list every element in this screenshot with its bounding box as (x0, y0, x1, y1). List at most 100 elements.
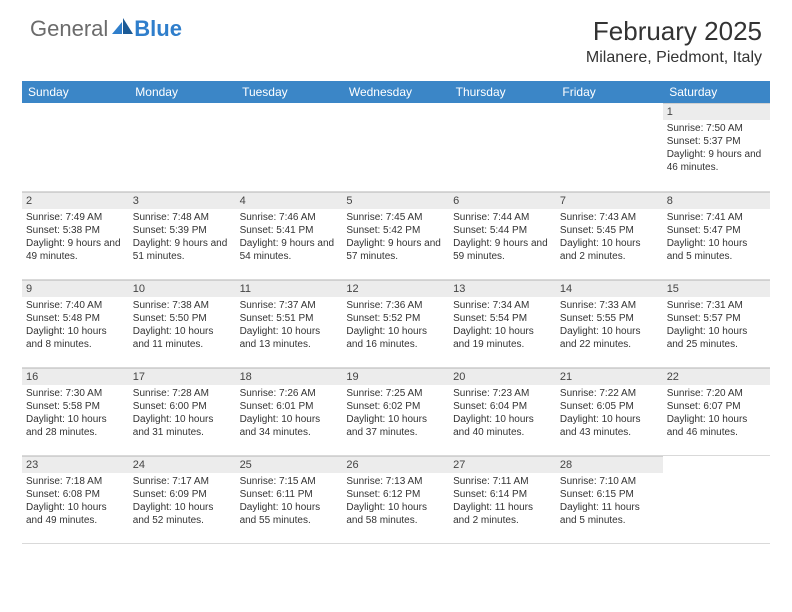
day-details: Sunrise: 7:20 AMSunset: 6:07 PMDaylight:… (663, 385, 770, 443)
daylight-line: Daylight: 10 hours and 34 minutes. (240, 413, 339, 439)
day-details: Sunrise: 7:23 AMSunset: 6:04 PMDaylight:… (449, 385, 556, 443)
day-details: Sunrise: 7:10 AMSunset: 6:15 PMDaylight:… (556, 473, 663, 531)
day-number: 9 (22, 280, 129, 297)
day-details: Sunrise: 7:34 AMSunset: 5:54 PMDaylight:… (449, 297, 556, 355)
day-number: 24 (129, 456, 236, 473)
day-details: Sunrise: 7:31 AMSunset: 5:57 PMDaylight:… (663, 297, 770, 355)
calendar-cell: 28Sunrise: 7:10 AMSunset: 6:15 PMDayligh… (556, 455, 663, 543)
sunrise-line: Sunrise: 7:49 AM (26, 211, 125, 224)
logo-sail-icon (112, 16, 134, 42)
day-details: Sunrise: 7:41 AMSunset: 5:47 PMDaylight:… (663, 209, 770, 267)
sunset-line: Sunset: 6:00 PM (133, 400, 232, 413)
day-number: 23 (22, 456, 129, 473)
day-details: Sunrise: 7:40 AMSunset: 5:48 PMDaylight:… (22, 297, 129, 355)
daylight-line: Daylight: 10 hours and 37 minutes. (346, 413, 445, 439)
day-details: Sunrise: 7:50 AMSunset: 5:37 PMDaylight:… (663, 120, 770, 178)
day-details: Sunrise: 7:33 AMSunset: 5:55 PMDaylight:… (556, 297, 663, 355)
day-number: 25 (236, 456, 343, 473)
calendar-cell: 27Sunrise: 7:11 AMSunset: 6:14 PMDayligh… (449, 455, 556, 543)
sunrise-line: Sunrise: 7:33 AM (560, 299, 659, 312)
day-number: 7 (556, 192, 663, 209)
calendar-row: 23Sunrise: 7:18 AMSunset: 6:08 PMDayligh… (22, 455, 770, 543)
sunset-line: Sunset: 6:07 PM (667, 400, 766, 413)
calendar-cell (129, 103, 236, 191)
day-number: 5 (342, 192, 449, 209)
calendar-cell (342, 103, 449, 191)
sunrise-line: Sunrise: 7:36 AM (346, 299, 445, 312)
day-details: Sunrise: 7:11 AMSunset: 6:14 PMDaylight:… (449, 473, 556, 531)
weekday-header: Thursday (449, 81, 556, 103)
day-number: 18 (236, 368, 343, 385)
calendar-cell: 1Sunrise: 7:50 AMSunset: 5:37 PMDaylight… (663, 103, 770, 191)
sunrise-line: Sunrise: 7:43 AM (560, 211, 659, 224)
location: Milanere, Piedmont, Italy (586, 49, 762, 67)
calendar-row: 2Sunrise: 7:49 AMSunset: 5:38 PMDaylight… (22, 191, 770, 279)
day-number: 20 (449, 368, 556, 385)
sunrise-line: Sunrise: 7:11 AM (453, 475, 552, 488)
day-number: 10 (129, 280, 236, 297)
sunrise-line: Sunrise: 7:37 AM (240, 299, 339, 312)
calendar-row: 1Sunrise: 7:50 AMSunset: 5:37 PMDaylight… (22, 103, 770, 191)
weekday-header: Tuesday (236, 81, 343, 103)
sunrise-line: Sunrise: 7:25 AM (346, 387, 445, 400)
weekday-header: Friday (556, 81, 663, 103)
calendar-cell: 22Sunrise: 7:20 AMSunset: 6:07 PMDayligh… (663, 367, 770, 455)
day-number: 2 (22, 192, 129, 209)
logo-text-2: Blue (134, 16, 182, 42)
day-number: 15 (663, 280, 770, 297)
daylight-line: Daylight: 9 hours and 59 minutes. (453, 237, 552, 263)
sunrise-line: Sunrise: 7:30 AM (26, 387, 125, 400)
day-number: 13 (449, 280, 556, 297)
daylight-line: Daylight: 9 hours and 46 minutes. (667, 148, 766, 174)
sunset-line: Sunset: 5:50 PM (133, 312, 232, 325)
sunset-line: Sunset: 5:47 PM (667, 224, 766, 237)
calendar-cell: 23Sunrise: 7:18 AMSunset: 6:08 PMDayligh… (22, 455, 129, 543)
daylight-line: Daylight: 10 hours and 13 minutes. (240, 325, 339, 351)
calendar-cell: 4Sunrise: 7:46 AMSunset: 5:41 PMDaylight… (236, 191, 343, 279)
day-number: 1 (663, 103, 770, 120)
header: General Blue February 2025 Milanere, Pie… (0, 0, 792, 73)
calendar-cell: 15Sunrise: 7:31 AMSunset: 5:57 PMDayligh… (663, 279, 770, 367)
sunset-line: Sunset: 6:01 PM (240, 400, 339, 413)
day-details: Sunrise: 7:49 AMSunset: 5:38 PMDaylight:… (22, 209, 129, 267)
day-number: 3 (129, 192, 236, 209)
sunset-line: Sunset: 5:48 PM (26, 312, 125, 325)
day-details: Sunrise: 7:13 AMSunset: 6:12 PMDaylight:… (342, 473, 449, 531)
calendar-cell: 2Sunrise: 7:49 AMSunset: 5:38 PMDaylight… (22, 191, 129, 279)
calendar-body: 1Sunrise: 7:50 AMSunset: 5:37 PMDaylight… (22, 103, 770, 543)
day-details: Sunrise: 7:38 AMSunset: 5:50 PMDaylight:… (129, 297, 236, 355)
calendar-row: 9Sunrise: 7:40 AMSunset: 5:48 PMDaylight… (22, 279, 770, 367)
day-number: 19 (342, 368, 449, 385)
sunrise-line: Sunrise: 7:44 AM (453, 211, 552, 224)
calendar-cell: 7Sunrise: 7:43 AMSunset: 5:45 PMDaylight… (556, 191, 663, 279)
sunset-line: Sunset: 5:42 PM (346, 224, 445, 237)
sunrise-line: Sunrise: 7:20 AM (667, 387, 766, 400)
daylight-line: Daylight: 10 hours and 8 minutes. (26, 325, 125, 351)
calendar-cell (449, 103, 556, 191)
daylight-line: Daylight: 10 hours and 2 minutes. (560, 237, 659, 263)
day-number: 4 (236, 192, 343, 209)
calendar-cell: 8Sunrise: 7:41 AMSunset: 5:47 PMDaylight… (663, 191, 770, 279)
calendar-cell: 9Sunrise: 7:40 AMSunset: 5:48 PMDaylight… (22, 279, 129, 367)
calendar-cell (22, 103, 129, 191)
daylight-line: Daylight: 9 hours and 49 minutes. (26, 237, 125, 263)
logo: General Blue (30, 16, 182, 42)
calendar-cell (663, 455, 770, 543)
day-number: 8 (663, 192, 770, 209)
daylight-line: Daylight: 10 hours and 31 minutes. (133, 413, 232, 439)
weekday-header: Wednesday (342, 81, 449, 103)
sunset-line: Sunset: 5:39 PM (133, 224, 232, 237)
weekday-header: Monday (129, 81, 236, 103)
daylight-line: Daylight: 10 hours and 52 minutes. (133, 501, 232, 527)
sunset-line: Sunset: 6:11 PM (240, 488, 339, 501)
month-title: February 2025 (586, 16, 762, 47)
sunset-line: Sunset: 6:15 PM (560, 488, 659, 501)
calendar-cell: 6Sunrise: 7:44 AMSunset: 5:44 PMDaylight… (449, 191, 556, 279)
day-details: Sunrise: 7:48 AMSunset: 5:39 PMDaylight:… (129, 209, 236, 267)
day-details: Sunrise: 7:36 AMSunset: 5:52 PMDaylight:… (342, 297, 449, 355)
calendar-cell: 13Sunrise: 7:34 AMSunset: 5:54 PMDayligh… (449, 279, 556, 367)
calendar-table: Sunday Monday Tuesday Wednesday Thursday… (22, 81, 770, 544)
calendar-cell: 17Sunrise: 7:28 AMSunset: 6:00 PMDayligh… (129, 367, 236, 455)
calendar-cell: 19Sunrise: 7:25 AMSunset: 6:02 PMDayligh… (342, 367, 449, 455)
sunrise-line: Sunrise: 7:15 AM (240, 475, 339, 488)
